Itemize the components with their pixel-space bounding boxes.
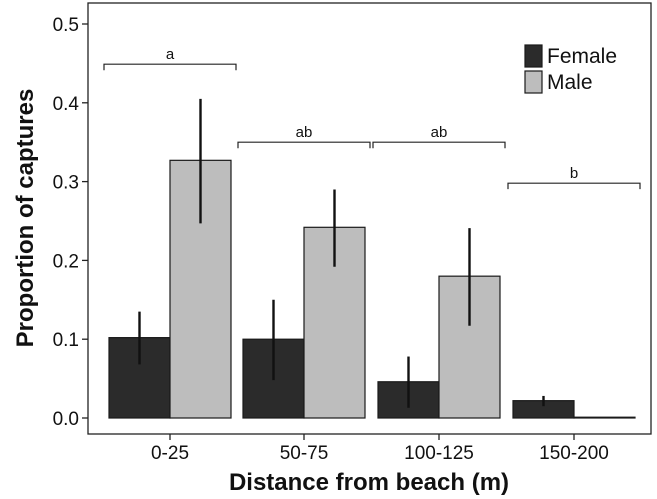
x-tick-label: 100-125	[404, 443, 474, 464]
y-axis: 0.0 0.1 0.2 0.3 0.4 0.5	[53, 15, 88, 430]
significance-label: a	[166, 46, 175, 63]
x-tick-label: 0-25	[151, 443, 189, 464]
bar-male	[573, 416, 636, 419]
legend-swatch-male	[524, 70, 543, 94]
significance-bracket	[237, 141, 371, 149]
x-axis: 0-25 50-75 100-125 150-200	[151, 434, 609, 464]
legend: Female Male	[524, 44, 617, 94]
y-axis-title: Proportion of captures	[12, 89, 39, 348]
significance-brackets: a ab ab b	[103, 46, 641, 190]
legend-label-male: Male	[547, 71, 593, 94]
significance-bracket	[507, 182, 641, 190]
x-tick-label: 50-75	[280, 443, 329, 464]
legend-swatch-female	[524, 44, 543, 68]
error-bars	[138, 98, 545, 408]
legend-label-female: Female	[547, 45, 617, 68]
y-tick-label: 0.5	[53, 15, 79, 36]
significance-label: b	[570, 165, 578, 182]
y-tick-label: 0.4	[53, 94, 80, 115]
significance-label: ab	[296, 124, 313, 141]
significance-bracket	[103, 63, 237, 71]
y-tick-label: 0.1	[53, 330, 79, 351]
bar-male	[303, 226, 366, 419]
significance-label: ab	[431, 124, 448, 141]
x-tick-label: 150-200	[539, 443, 609, 464]
y-tick-label: 0.3	[53, 173, 79, 194]
y-tick-label: 0.2	[53, 251, 79, 272]
significance-bracket	[372, 141, 506, 149]
y-tick-label: 0.0	[53, 409, 79, 430]
x-axis-title: Distance from beach (m)	[229, 469, 509, 496]
